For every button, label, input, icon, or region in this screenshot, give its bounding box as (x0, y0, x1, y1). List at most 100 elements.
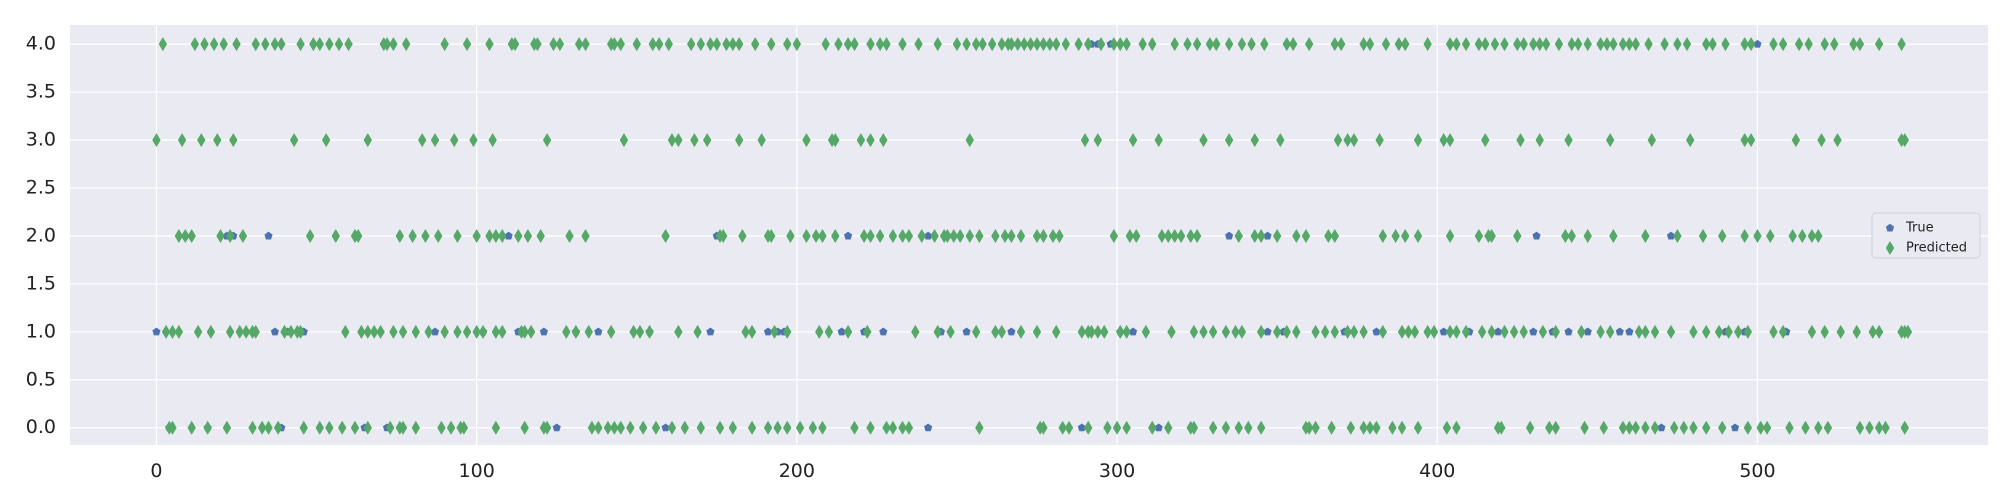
predicted-point (875, 228, 885, 243)
predicted-point (1817, 133, 1826, 148)
predicted-point (389, 324, 398, 339)
predicted-point (818, 420, 827, 435)
predicted-point (1769, 324, 1778, 339)
predicted-point (856, 133, 866, 148)
predicted-point (1516, 133, 1525, 148)
predicted-point (1778, 37, 1788, 52)
predicted-point (1583, 37, 1592, 52)
predicted-point (1401, 37, 1410, 52)
predicted-point (680, 420, 689, 435)
predicted-point (584, 324, 593, 339)
predicted-point (1000, 228, 1010, 243)
predicted-point (152, 133, 161, 148)
predicted-point (1359, 324, 1368, 339)
true-point (594, 327, 603, 336)
predicted-point (273, 420, 283, 435)
predicted-point (472, 228, 481, 243)
predicted-point (1093, 133, 1103, 148)
predicted-point (930, 228, 939, 243)
predicted-point (382, 37, 392, 52)
predicted-point (1378, 324, 1388, 339)
predicted-point (1718, 420, 1727, 435)
predicted-point (523, 228, 533, 243)
predicted-point (821, 37, 830, 52)
predicted-point (978, 37, 987, 52)
predicted-point (1333, 133, 1343, 148)
predicted-point (1423, 324, 1432, 339)
predicted-point (1509, 324, 1519, 339)
predicted-point (1282, 37, 1291, 52)
predicted-point (389, 37, 398, 52)
true-point (1625, 327, 1634, 336)
predicted-point (1740, 133, 1749, 148)
predicted-point (1830, 37, 1839, 52)
predicted-point (1096, 37, 1106, 52)
predicted-point (430, 133, 440, 148)
predicted-point (418, 133, 427, 148)
predicted-point (174, 324, 184, 339)
predicted-point (1401, 228, 1410, 243)
predicted-point (1122, 324, 1131, 339)
true-point (661, 423, 670, 432)
predicted-point (402, 37, 411, 52)
predicted-point (1170, 37, 1179, 52)
predicted-point (1650, 420, 1660, 435)
predicted-point (421, 228, 430, 243)
predicted-point (1304, 37, 1314, 52)
predicted-point (747, 420, 757, 435)
predicted-point (792, 37, 802, 52)
predicted-point (1208, 324, 1218, 339)
predicted-point (1247, 37, 1256, 52)
y-tick-label: 2.5 (26, 177, 56, 199)
predicted-point (325, 420, 334, 435)
predicted-point (514, 228, 523, 243)
predicted-point (1381, 37, 1391, 52)
predicted-point (1397, 324, 1407, 339)
predicted-point (193, 324, 203, 339)
predicted-point (1903, 324, 1913, 339)
predicted-point (1641, 228, 1650, 243)
predicted-point (1100, 324, 1109, 339)
true-point (962, 327, 971, 336)
true-point (1263, 231, 1272, 240)
legend-marker-true (1885, 223, 1895, 232)
true-point (1583, 327, 1592, 336)
predicted-point (952, 37, 962, 52)
true-point (1615, 327, 1624, 336)
predicted-point (1855, 37, 1865, 52)
predicted-point (1686, 133, 1695, 148)
predicted-point (1743, 420, 1753, 435)
predicted-point (462, 37, 472, 52)
true-point (264, 231, 273, 240)
predicted-point (1224, 133, 1234, 148)
predicted-point (635, 324, 645, 339)
predicted-point (991, 324, 1000, 339)
true-point (1657, 423, 1666, 432)
predicted-point (831, 228, 840, 243)
predicted-point (229, 133, 238, 148)
predicted-point (674, 133, 683, 148)
predicted-point (1055, 228, 1064, 243)
predicted-point (770, 324, 779, 339)
true-point (270, 327, 280, 336)
predicted-point (542, 133, 552, 148)
y-tick-label: 3.5 (26, 81, 56, 103)
true-point (1494, 327, 1503, 336)
predicted-point (882, 37, 891, 52)
predicted-point (1080, 133, 1090, 148)
predicted-point (1545, 420, 1554, 435)
true-point (504, 231, 513, 240)
predicted-point (1221, 324, 1231, 339)
predicted-point (1625, 420, 1634, 435)
predicted-point (1413, 420, 1423, 435)
predicted-point (1740, 228, 1749, 243)
predicted-point (1016, 228, 1026, 243)
predicted-point (808, 420, 818, 435)
predicted-point (1497, 420, 1506, 435)
predicted-point (616, 420, 625, 435)
predicted-point (1304, 420, 1314, 435)
predicted-point (1791, 133, 1801, 148)
legend-predicted-marker-shape (1885, 241, 1895, 255)
predicted-point (1148, 420, 1157, 435)
